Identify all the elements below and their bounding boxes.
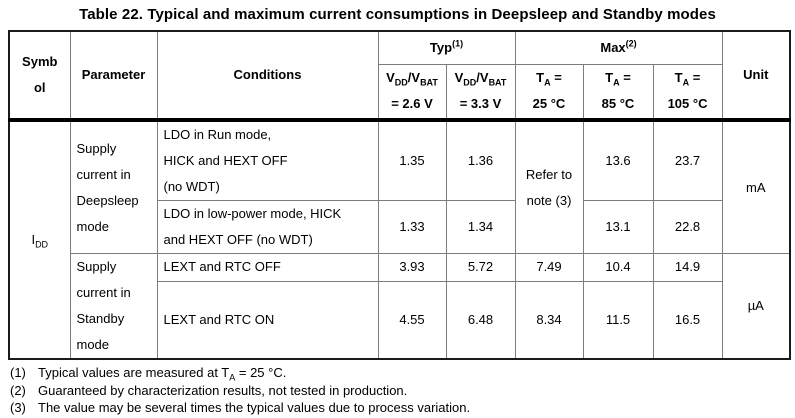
- cell-unit-ma: mA: [721, 119, 791, 254]
- col-header-max-group: Max(2): [514, 30, 723, 65]
- cell-max25-standby-rtc-off: 7.49: [514, 253, 584, 282]
- col-header-conditions: Conditions: [156, 30, 379, 122]
- cell-parameter-standby: Supply current in Standby mode: [69, 253, 158, 360]
- cell-conditions-standby-rtc-on: LEXT and RTC ON: [156, 280, 379, 360]
- table-body: IDD Supply current in Deepsleep mode LDO…: [8, 119, 791, 360]
- footnote-1: (1) Typical values are measured at TA = …: [10, 364, 785, 382]
- cell-max105-standby-rtc-off: 14.9: [652, 253, 723, 282]
- cell-max85-deepsleep-run: 13.6: [582, 119, 654, 201]
- cell-typ33-deepsleep-lowpower: 1.34: [445, 200, 516, 254]
- footnote-3: (3) The value may be several times the t…: [10, 399, 785, 417]
- footnote-text: The value may be several times the typic…: [38, 400, 471, 415]
- table-row-standby-rtc-on: LEXT and RTC ON 4.55 6.48 8.34 11.5 16.5: [9, 280, 790, 360]
- footnote-text: Typical values are measured at TA = 25 °…: [38, 365, 287, 383]
- cell-typ33-standby-rtc-on: 6.48: [445, 280, 516, 360]
- cell-max85-standby-rtc-off: 10.4: [582, 253, 654, 282]
- footnotes: (1) Typical values are measured at TA = …: [10, 364, 785, 417]
- cell-typ26-deepsleep-run: 1.35: [377, 119, 447, 201]
- cell-typ33-deepsleep-run: 1.36: [445, 119, 516, 201]
- cell-max25-standby-rtc-on: 8.34: [514, 280, 584, 360]
- footnote-2: (2) Guaranteed by characterization resul…: [10, 382, 785, 400]
- cell-max85-standby-rtc-on: 11.5: [582, 280, 654, 360]
- cell-max105-deepsleep-lowpower: 22.8: [652, 200, 723, 254]
- cell-typ33-standby-rtc-off: 5.72: [445, 253, 516, 282]
- col-header-vdd-3v3: VDD/VBAT = 3.3 V: [445, 63, 516, 122]
- table-row-standby-rtc-off: Supply current in Standby mode LEXT and …: [9, 253, 791, 360]
- cell-symbol-idd: IDD: [8, 119, 71, 360]
- col-header-vdd-2v6: VDD/VBAT = 2.6 V: [377, 63, 447, 122]
- footnote-text: Guaranteed by characterization results, …: [38, 382, 408, 398]
- table-header: Symb ol Parameter Conditions Typ(1) Max(…: [8, 30, 791, 122]
- footnote-number: (2): [10, 382, 26, 398]
- col-header-ta-25c: TA = 25 °C: [514, 63, 584, 122]
- cell-conditions-deepsleep-run: LDO in Run mode, HICK and HEXT OFF (no W…: [156, 119, 379, 201]
- cell-parameter-deepsleep: Supply current in Deepsleep mode: [69, 119, 158, 254]
- header-row-groups: Symb ol Parameter Conditions Typ(1) Max(…: [8, 30, 791, 122]
- col-header-symbol: Symb ol: [8, 30, 71, 122]
- cell-conditions-standby-rtc-off: LEXT and RTC OFF: [156, 253, 379, 282]
- header-row-subcolumns: VDD/VBAT = 2.6 V VDD/VBAT = 3.3 V TA = 25 °…: [9, 63, 790, 122]
- cell-max25-deepsleep-note: Refer to note (3): [514, 119, 584, 254]
- table-row-deepsleep-run: IDD Supply current in Deepsleep mode LDO…: [8, 119, 791, 360]
- col-header-parameter: Parameter: [69, 30, 158, 122]
- cell-conditions-deepsleep-lowpower: LDO in low-power mode, HICK and HEXT OFF…: [156, 200, 379, 254]
- col-header-unit: Unit: [721, 30, 791, 122]
- table-title: Table 22. Typical and maximum current co…: [79, 6, 716, 23]
- cell-typ26-deepsleep-lowpower: 1.33: [377, 200, 447, 254]
- col-header-ta-105c: TA = 105 °C: [652, 63, 723, 122]
- table-row-deepsleep-lowpower: LDO in low-power mode, HICK and HEXT OFF…: [9, 200, 790, 254]
- cell-unit-ua: µA: [721, 253, 791, 360]
- cell-max105-deepsleep-run: 23.7: [652, 119, 723, 201]
- cell-typ26-standby-rtc-on: 4.55: [377, 280, 447, 360]
- data-table: Symb ol Parameter Conditions Typ(1) Max(…: [8, 30, 792, 360]
- footnote-number: (1): [10, 365, 26, 380]
- footnote-number: (3): [10, 400, 26, 415]
- cell-max105-standby-rtc-on: 16.5: [652, 280, 723, 360]
- col-header-ta-85c: TA = 85 °C: [582, 63, 654, 122]
- cell-max85-deepsleep-lowpower: 13.1: [582, 200, 654, 254]
- col-header-typ-group: Typ(1): [377, 30, 516, 65]
- cell-typ26-standby-rtc-off: 3.93: [377, 253, 447, 282]
